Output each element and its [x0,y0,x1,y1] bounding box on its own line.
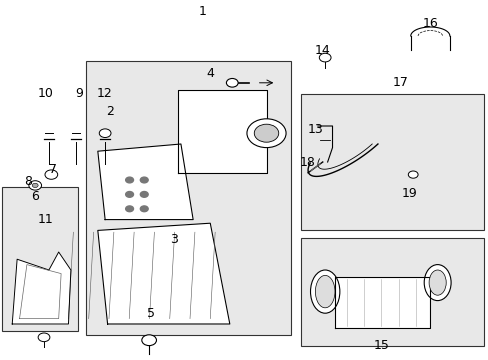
Circle shape [140,206,148,212]
Circle shape [319,53,330,62]
Text: 2: 2 [106,105,114,118]
Circle shape [254,124,278,142]
Text: 3: 3 [169,233,177,246]
Polygon shape [334,277,429,328]
Text: 7: 7 [49,163,57,176]
Polygon shape [12,252,71,324]
Circle shape [99,129,111,138]
Circle shape [142,335,156,346]
Bar [300,238,483,346]
Text: 11: 11 [38,213,53,226]
Text: 6: 6 [31,190,39,203]
Circle shape [226,78,238,87]
Circle shape [45,170,58,179]
Circle shape [125,192,133,197]
Text: 16: 16 [422,17,437,30]
Text: 12: 12 [96,87,112,100]
Circle shape [140,177,148,183]
Text: 10: 10 [38,87,54,100]
Circle shape [125,177,133,183]
Text: 4: 4 [206,67,214,80]
Text: 17: 17 [392,76,408,89]
Ellipse shape [315,275,334,308]
Bar [300,94,483,230]
Circle shape [38,333,50,342]
Text: 13: 13 [307,123,323,136]
Polygon shape [98,223,229,324]
Text: 9: 9 [75,87,83,100]
Text: 14: 14 [314,44,330,57]
Text: 5: 5 [146,307,154,320]
Circle shape [407,171,417,178]
Circle shape [29,181,41,190]
Text: 8: 8 [24,175,32,188]
Text: 1: 1 [199,5,206,18]
Ellipse shape [424,265,450,301]
Bar [85,61,290,335]
Ellipse shape [310,270,339,313]
Circle shape [125,206,133,212]
Polygon shape [178,90,266,173]
Circle shape [32,183,38,188]
Circle shape [246,119,285,148]
Polygon shape [98,144,193,220]
Bar [2,187,78,331]
Text: 18: 18 [300,156,315,168]
Text: 19: 19 [401,187,417,200]
Ellipse shape [428,270,446,295]
Circle shape [140,192,148,197]
Text: 15: 15 [373,339,388,352]
